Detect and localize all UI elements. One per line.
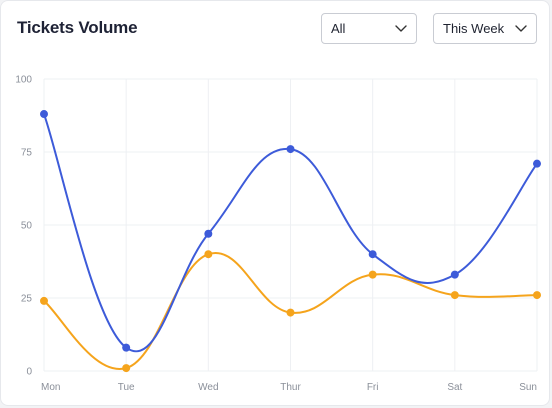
series-1-point <box>368 250 377 259</box>
range-select[interactable]: This Week <box>433 13 537 44</box>
y-tick-label: 25 <box>21 294 33 305</box>
y-tick-label: 75 <box>21 148 33 159</box>
y-tick-label: 0 <box>26 367 32 378</box>
series-1-point <box>286 145 295 154</box>
series-1-point <box>204 229 213 238</box>
x-tick-label: Mon <box>41 382 60 393</box>
series-2-point <box>122 364 131 373</box>
chart-title: Tickets Volume <box>17 18 138 37</box>
series-2-point <box>40 296 48 305</box>
y-tick-label: 100 <box>15 75 32 86</box>
series-2-point <box>204 250 213 259</box>
series-2-point <box>368 270 377 279</box>
series-1-point <box>122 343 131 352</box>
chevron-down-icon <box>395 25 407 32</box>
x-tick-label: Tue <box>118 382 135 393</box>
series-1-point <box>40 110 48 119</box>
filter-select-value: All <box>331 21 346 36</box>
series-2-point <box>533 291 541 300</box>
series-2-point <box>450 291 459 300</box>
filter-select[interactable]: All <box>321 13 417 44</box>
series-1-point <box>450 270 459 279</box>
x-tick-label: Thur <box>280 382 301 393</box>
range-select-value: This Week <box>443 21 505 36</box>
series-1-point <box>533 159 541 168</box>
y-tick-label: 50 <box>21 221 33 232</box>
chevron-down-icon <box>515 25 527 32</box>
x-tick-label: Sun <box>519 382 537 393</box>
x-tick-label: Fri <box>367 382 379 393</box>
x-tick-label: Sat <box>447 382 462 393</box>
series-2-point <box>286 308 295 317</box>
x-tick-label: Wed <box>198 382 218 393</box>
